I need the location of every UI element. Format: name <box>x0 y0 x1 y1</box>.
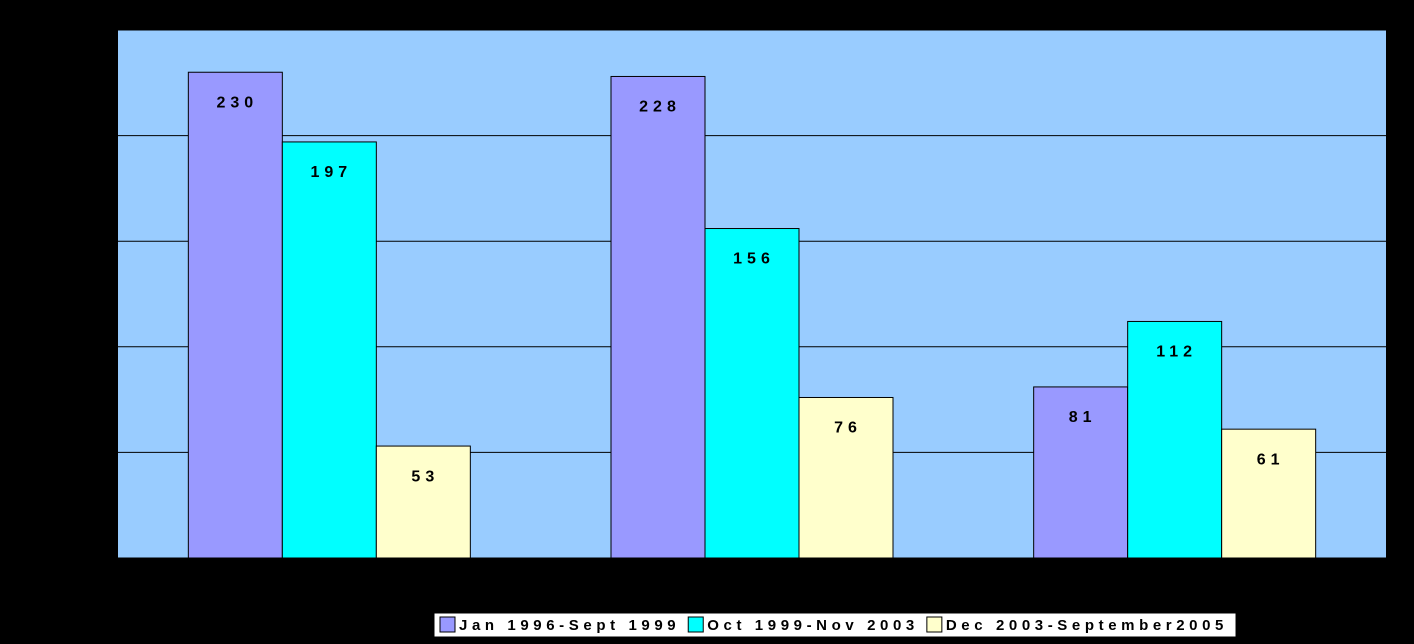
bar <box>281 141 377 559</box>
bar <box>798 396 894 559</box>
bar <box>375 445 471 559</box>
bar <box>1127 320 1223 559</box>
legend-label: Dec 2003-September2005 <box>946 617 1228 634</box>
legend-swatch <box>439 616 456 633</box>
data-label: 81 <box>1069 409 1097 426</box>
legend-swatch <box>687 616 704 633</box>
bar <box>1033 386 1129 559</box>
data-label: 156 <box>733 251 775 268</box>
data-label: 230 <box>216 94 258 111</box>
data-label: 228 <box>639 99 681 116</box>
legend <box>433 612 1237 638</box>
bar <box>187 71 283 559</box>
data-label: 76 <box>834 420 862 437</box>
data-label: 53 <box>411 468 439 485</box>
bar <box>1221 428 1317 559</box>
legend-swatch <box>926 616 943 633</box>
data-label: 112 <box>1156 344 1197 361</box>
bar <box>704 228 800 559</box>
legend-label: Oct 1999-Nov 2003 <box>707 617 919 634</box>
data-label: 197 <box>310 164 352 181</box>
data-label: 61 <box>1257 451 1285 468</box>
bar <box>610 75 706 559</box>
legend-label: Jan 1996-Sept 1999 <box>459 617 680 634</box>
